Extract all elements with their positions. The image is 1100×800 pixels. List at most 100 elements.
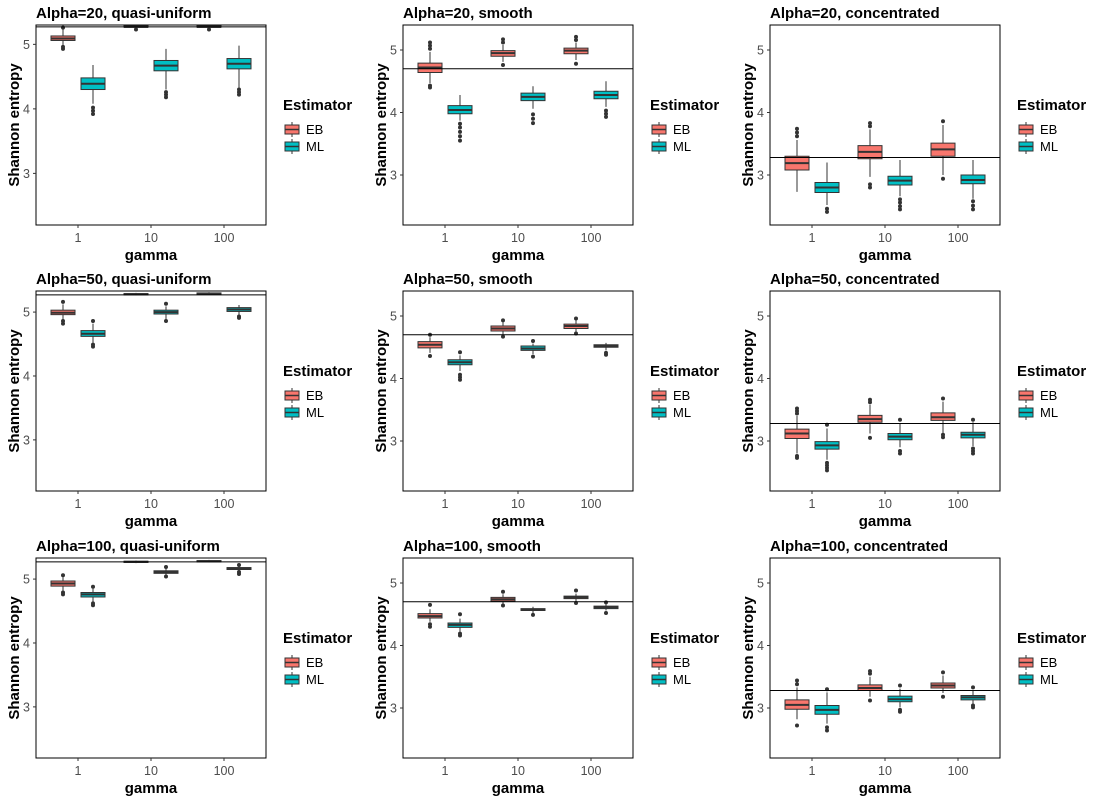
x-tick-label: 1	[809, 764, 816, 778]
panel-frame	[402, 557, 634, 759]
outlier-point	[501, 589, 505, 594]
legend: Estimator EB ML	[1017, 630, 1086, 687]
x-tick-label: 1	[75, 231, 82, 245]
box-eb-gamma-1	[50, 299, 76, 326]
outlier-point	[795, 126, 799, 131]
y-axis-title: Shannon entropy	[6, 329, 23, 453]
outlier-point	[237, 570, 241, 575]
x-tick-label: 1	[809, 497, 816, 511]
outlier-point	[237, 314, 241, 319]
legend-title: Estimator	[283, 97, 352, 114]
outlier-point	[941, 396, 945, 401]
box-ml-gamma-1	[447, 350, 473, 382]
outlier-point	[574, 38, 578, 42]
outlier-point	[164, 564, 168, 569]
x-axis-title: gamma	[125, 780, 178, 797]
box-ml-gamma-1	[80, 584, 106, 608]
outlier-point	[531, 612, 535, 617]
outlier-point	[825, 460, 829, 465]
outlier-point	[458, 612, 462, 617]
outlier-point	[868, 182, 872, 187]
legend-label: EB	[1040, 122, 1057, 137]
outlier-point	[458, 138, 462, 143]
outlier-point	[91, 112, 95, 117]
outlier-point	[868, 435, 872, 440]
outlier-point	[868, 397, 872, 402]
legend-label: ML	[1040, 672, 1058, 687]
panel-frame	[769, 557, 1001, 759]
outlier-point	[825, 725, 829, 730]
outlier-point	[531, 339, 535, 343]
outlier-point	[61, 573, 65, 578]
panel-title: Alpha=50, concentrated	[770, 271, 940, 288]
box-ml-gamma-1	[814, 687, 840, 733]
y-tick-label: 3	[390, 169, 397, 183]
x-tick-label: 1	[442, 764, 449, 778]
outlier-point	[428, 43, 432, 48]
panel-title: Alpha=100, concentrated	[770, 538, 948, 555]
outlier-point	[91, 319, 95, 324]
outlier-point	[971, 199, 975, 204]
outlier-point	[164, 301, 168, 306]
y-tick-label: 3	[23, 700, 30, 714]
outlier-point	[898, 683, 902, 688]
box-ml-gamma-10	[887, 160, 913, 212]
x-tick-label: 100	[581, 764, 602, 778]
y-tick-label: 5	[23, 38, 30, 52]
x-tick-label: 100	[948, 231, 969, 245]
outlier-point	[61, 319, 65, 324]
x-axis-title: gamma	[125, 513, 178, 530]
outlier-point	[458, 350, 462, 355]
outlier-point	[237, 563, 241, 568]
outlier-point	[91, 584, 95, 589]
box-eb-gamma-100	[930, 119, 956, 181]
legend-label: ML	[306, 405, 324, 420]
legend-item-eb: EB	[284, 122, 323, 137]
outlier-point	[898, 200, 902, 205]
legend-item-eb: EB	[1018, 655, 1057, 670]
x-tick-label: 10	[878, 764, 892, 778]
outlier-point	[868, 124, 872, 129]
legend-label: ML	[306, 139, 324, 154]
legend-label: EB	[306, 655, 323, 670]
outlier-point	[501, 63, 505, 67]
outlier-point	[868, 121, 872, 126]
legend-label: ML	[673, 405, 691, 420]
outlier-point	[458, 631, 462, 636]
chart-panel-4: Alpha=50, quasi-uniform 3 4 5 1 10 100 gamma Sha…	[6, 271, 352, 530]
chart-panel-7: Alpha=100, quasi-uniform 3 4 5 1 10 100 gamma Sh…	[6, 538, 352, 797]
outlier-point	[61, 25, 65, 30]
outlier-point	[237, 87, 241, 92]
box-eb-gamma-1	[784, 678, 810, 728]
y-tick-label: 4	[757, 372, 764, 386]
outlier-point	[868, 698, 872, 703]
outlier-point	[868, 185, 872, 190]
legend-item-eb: EB	[651, 388, 690, 403]
outlier-point	[501, 37, 505, 42]
x-tick-label: 1	[442, 231, 449, 245]
x-axis-title: gamma	[492, 513, 545, 530]
box-eb-gamma-1	[50, 25, 76, 51]
y-tick-label: 5	[23, 306, 30, 320]
legend-label: EB	[673, 388, 690, 403]
legend-item-ml: ML	[284, 405, 324, 420]
outlier-point	[941, 119, 945, 124]
outlier-point	[574, 34, 578, 39]
panel-frame	[402, 24, 634, 226]
legend-label: EB	[1040, 388, 1057, 403]
box-ml-gamma-10	[887, 683, 913, 714]
legend-title: Estimator	[283, 363, 352, 380]
box-ml-gamma-1	[814, 162, 840, 214]
x-tick-label: 10	[878, 231, 892, 245]
panel-content	[403, 34, 633, 143]
outlier-point	[825, 728, 829, 733]
y-tick-label: 3	[757, 169, 764, 183]
panel-frame	[769, 24, 1001, 226]
outlier-point	[164, 90, 168, 95]
x-tick-label: 10	[144, 764, 158, 778]
y-axis-title: Shannon entropy	[740, 329, 757, 453]
legend-item-eb: EB	[1018, 388, 1057, 403]
legend: Estimator EB ML	[1017, 363, 1086, 420]
outlier-point	[501, 318, 505, 323]
panel-content	[770, 119, 1000, 214]
